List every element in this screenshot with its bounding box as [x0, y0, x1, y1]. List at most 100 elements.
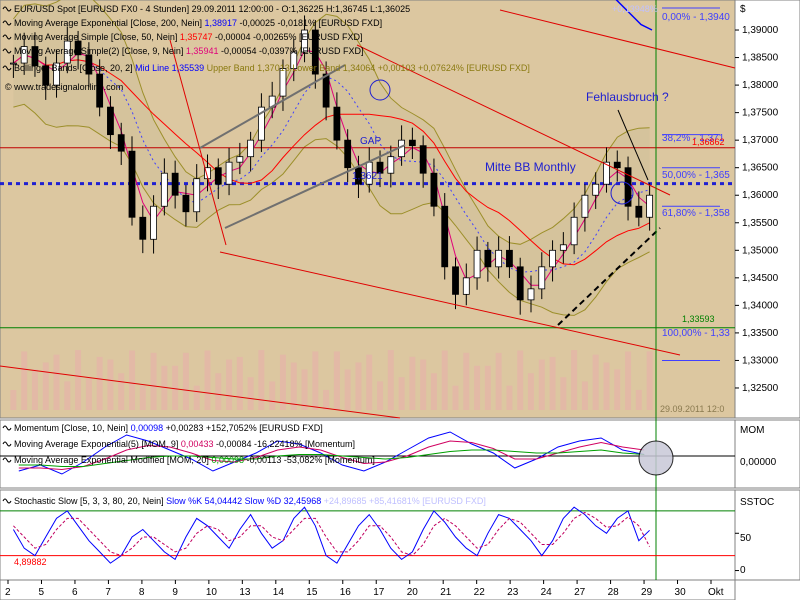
candle-body	[613, 161, 621, 169]
trend-line-upper	[356, 44, 671, 196]
candle-body	[333, 106, 341, 141]
candle-body	[301, 29, 308, 53]
x-tick-label: 16	[340, 587, 352, 598]
axis-bg-main	[734, 0, 800, 419]
axis-bg-mom	[734, 419, 800, 489]
y-tick-label: 1,34000	[742, 300, 779, 311]
x-tick-label: 23	[507, 587, 519, 598]
date-stamp: 29.09.2011 12:0	[660, 404, 724, 414]
volume-bar	[85, 377, 92, 410]
volume-bar	[495, 352, 502, 410]
candle-body	[527, 288, 535, 301]
volume-bar	[31, 369, 38, 410]
x-tick-label: 8	[139, 587, 145, 598]
x-tick-label: 24	[541, 587, 553, 598]
x-tick-label: 22	[474, 587, 486, 598]
candle-body	[290, 51, 298, 69]
y-tick-label: 1,35500	[742, 218, 779, 229]
ema200-line	[615, 0, 653, 31]
y-tick-label: 1,35000	[742, 245, 779, 256]
highlight-circle	[638, 440, 674, 476]
candle-body	[581, 194, 589, 218]
trend-line-steep	[169, 39, 227, 246]
candle-body	[74, 40, 82, 56]
volume-bar	[139, 385, 146, 410]
stochastic-series-line	[13, 511, 651, 557]
candle-body	[160, 172, 168, 207]
x-tick-label: 27	[574, 587, 586, 598]
x-tick-label: Okt	[708, 587, 724, 598]
volume-bar	[603, 362, 610, 410]
candle-body	[247, 139, 255, 158]
candle-body	[484, 249, 492, 268]
channel-lower	[224, 144, 406, 229]
x-tick-label: 29	[641, 587, 653, 598]
mitte-bb-label: Mitte BB Monthly	[485, 160, 576, 174]
volume-bar	[474, 365, 481, 410]
mom-legend-3: Moving Average Exponential Modified [MOM…	[14, 455, 375, 465]
volume-bar	[150, 352, 157, 410]
volume-bar	[215, 373, 222, 410]
x-tick-label: 28	[608, 587, 620, 598]
momentum-series-line	[18, 449, 645, 467]
momentum-panel-bg	[0, 419, 736, 489]
candle-body	[462, 277, 470, 295]
candle-body	[53, 62, 60, 86]
candle-body	[516, 266, 524, 301]
candle-body	[441, 205, 449, 268]
volume-bar	[161, 365, 168, 410]
volume-bar	[312, 351, 319, 410]
candle-body	[603, 161, 610, 185]
x-tick-label: 15	[306, 587, 318, 598]
candle-body	[225, 161, 233, 185]
candle-body	[20, 46, 28, 64]
volume-bar	[333, 351, 340, 410]
highlight-circle	[610, 181, 634, 205]
y-tick-label: 1,32500	[742, 383, 779, 394]
volume-bar	[366, 354, 373, 410]
volume-bar	[193, 385, 200, 410]
fib-100-label: 100,00% - 1,33	[662, 328, 730, 339]
momentum-series-line	[18, 440, 645, 471]
candle-body	[430, 172, 438, 207]
value-133593: 1,33593	[682, 314, 715, 324]
volume-bar	[10, 390, 17, 410]
candle-body	[646, 194, 654, 218]
volume-bar	[269, 381, 276, 410]
candle-body	[171, 172, 179, 196]
volume-bar	[182, 352, 189, 410]
volume-bar	[377, 381, 384, 410]
volume-bar	[441, 350, 448, 410]
mom-legend-1: Momentum [Close, 10, Nein] 0,00098 +0,00…	[14, 423, 323, 433]
volume-bar	[226, 359, 233, 410]
candle-body	[592, 183, 600, 196]
candle-body	[139, 216, 147, 240]
legend-line-3: Moving Average Simple [Close, 50, Nein] …	[14, 32, 363, 42]
volume-bar	[560, 377, 567, 410]
top-right-val: +0,13948%	[612, 4, 658, 14]
candle-body	[279, 68, 287, 97]
x-tick-label: 9	[172, 587, 178, 598]
candle-body	[107, 106, 114, 136]
stoch-panel-bg	[0, 489, 736, 581]
y-tick-label: 1,39000	[742, 25, 779, 36]
y-tick-label: 1,37000	[742, 135, 779, 146]
volume-bar	[463, 352, 470, 410]
x-tick-label: 20	[407, 587, 419, 598]
candle-body	[236, 156, 244, 163]
volume-bar	[279, 354, 286, 410]
candle-body	[322, 73, 330, 108]
candle-body	[42, 65, 50, 86]
candle-body	[635, 205, 643, 218]
main-legend: EUR/USD Spot [EURUSD FX0 - 4 Stunden] 29…	[2, 4, 530, 92]
candle-body	[96, 73, 104, 108]
y-tick-label: 1,38000	[742, 80, 779, 91]
legend-line-2: Moving Average Exponential [Close, 200, …	[14, 18, 382, 28]
watermark: © www.tradesignalonline.com	[5, 82, 123, 92]
sma50-line	[13, 54, 650, 266]
y-axis-main: 1,39000 1,38500 1,38000 1,37500 1,37000 1,365…	[735, 25, 779, 394]
candle-body	[473, 249, 481, 279]
volume-bar	[290, 362, 297, 410]
channel-upper	[199, 64, 346, 149]
